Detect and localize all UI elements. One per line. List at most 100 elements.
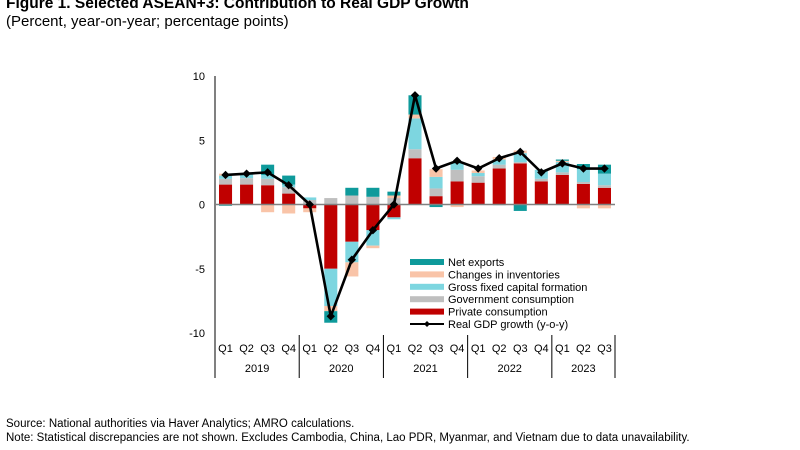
x-tick-label: Q2 xyxy=(239,343,254,355)
gdp-marker xyxy=(558,159,567,168)
gdp-marker xyxy=(284,181,293,190)
bar-segment-changes-in-inventories xyxy=(324,306,338,312)
gdp-marker xyxy=(221,170,230,180)
bar-segment-gross-fixed-capital-formation xyxy=(387,217,401,220)
legend-marker xyxy=(424,321,430,327)
legend-swatch xyxy=(410,296,444,303)
x-tick-label: Q4 xyxy=(450,343,465,355)
x-tick-label: Q1 xyxy=(302,343,317,355)
bar-segment-government-consumption xyxy=(429,188,443,197)
x-tick-label: Q4 xyxy=(281,343,296,355)
x-year-label: 2019 xyxy=(245,363,269,375)
gdp-marker xyxy=(263,168,272,177)
bar-segment-private-consumption xyxy=(471,182,485,205)
bar-segment-government-consumption xyxy=(345,195,359,205)
bar-segment-net-exports xyxy=(513,204,527,211)
bar-segment-changes-in-inventories xyxy=(261,204,275,213)
bar-segment-private-consumption xyxy=(282,193,296,205)
legend-label: Government consumption xyxy=(448,294,574,306)
bar-segment-changes-in-inventories xyxy=(576,204,590,209)
bar-segment-government-consumption xyxy=(261,178,275,186)
bar-segment-government-consumption xyxy=(366,196,380,205)
gdp-marker xyxy=(410,91,420,100)
x-tick-label: Q1 xyxy=(218,343,233,355)
y-tick-label: -10 xyxy=(189,328,205,340)
bar-segment-gross-fixed-capital-formation xyxy=(303,197,317,200)
bar-segment-private-consumption xyxy=(429,196,443,205)
legend-swatch xyxy=(410,259,444,265)
bar-segment-government-consumption xyxy=(240,178,254,185)
x-tick-label: Q4 xyxy=(534,343,549,355)
bar-segment-changes-in-inventories xyxy=(366,245,380,249)
bar-segment-net-exports xyxy=(366,187,380,197)
x-tick-label: Q3 xyxy=(260,343,275,355)
bar-segment-net-exports xyxy=(345,187,359,196)
legend-label: Real GDP growth (y-o-y) xyxy=(448,319,568,331)
gdp-marker xyxy=(452,156,462,166)
bar-segment-gross-fixed-capital-formation xyxy=(597,173,611,186)
x-tick-label: Q2 xyxy=(576,343,591,355)
legend-label: Gross fixed capital formation xyxy=(448,282,587,294)
bar-segment-government-consumption xyxy=(471,176,485,183)
x-tick-label: Q2 xyxy=(323,343,338,355)
legend-swatch xyxy=(410,308,444,315)
x-tick-label: Q1 xyxy=(555,343,570,355)
gdp-marker xyxy=(537,168,546,177)
bar-segment-government-consumption xyxy=(492,164,506,169)
gdp-marker xyxy=(495,154,504,163)
gdp-marker xyxy=(389,200,399,209)
x-tick-label: Q3 xyxy=(344,343,359,355)
y-tick-label: 10 xyxy=(193,71,205,83)
bar-segment-changes-in-inventories xyxy=(282,204,296,214)
figure-subtitle: (Percent, year-on-year; percentage point… xyxy=(6,13,289,30)
bar-segment-gross-fixed-capital-formation xyxy=(471,173,485,177)
bar-segment-government-consumption xyxy=(597,185,611,188)
bar-segment-private-consumption xyxy=(261,185,275,205)
bar-segment-government-consumption xyxy=(576,182,590,184)
bar-segment-gross-fixed-capital-formation xyxy=(408,118,422,150)
gdp-marker xyxy=(368,226,378,235)
bar-segment-gross-fixed-capital-formation xyxy=(450,163,464,170)
x-year-label: 2021 xyxy=(413,363,437,375)
gdp-marker xyxy=(600,164,609,173)
bar-segment-net-exports xyxy=(429,204,443,208)
gdp-marker xyxy=(579,164,588,173)
bar-segment-net-exports xyxy=(282,175,296,185)
bar-segment-private-consumption xyxy=(492,168,506,205)
x-tick-label: Q3 xyxy=(513,343,528,355)
legend-label: Net exports xyxy=(448,257,505,269)
x-tick-label: Q2 xyxy=(492,343,507,355)
bar-segment-private-consumption xyxy=(450,181,464,205)
footnote: Note: Statistical discrepancies are not … xyxy=(6,432,690,444)
bar-segment-government-consumption xyxy=(219,178,233,185)
bar-segment-changes-in-inventories xyxy=(387,195,401,199)
y-tick-label: 5 xyxy=(199,135,205,147)
y-tick-label: 0 xyxy=(199,200,205,212)
gdp-marker xyxy=(516,147,525,157)
bar-segment-gross-fixed-capital-formation xyxy=(513,153,527,163)
bar-segment-private-consumption xyxy=(576,183,590,205)
bar-segment-net-exports xyxy=(387,191,401,196)
x-year-label: 2023 xyxy=(571,363,595,375)
gdp-marker xyxy=(326,312,335,321)
y-axis-ticks: 10 5 0 -5 -10 xyxy=(189,71,205,340)
gdp-marker xyxy=(473,164,483,173)
bar-segment-private-consumption xyxy=(513,163,527,205)
x-year-label: 2020 xyxy=(329,363,353,375)
legend-label: Changes in inventories xyxy=(448,269,560,281)
bar-segment-gross-fixed-capital-formation xyxy=(261,174,275,179)
bar-segment-gross-fixed-capital-formation xyxy=(429,176,443,189)
bar-segment-government-consumption xyxy=(324,198,338,205)
bar-segment-private-consumption xyxy=(597,187,611,205)
bar-segment-private-consumption xyxy=(366,204,380,231)
bar-segment-private-consumption xyxy=(408,158,422,205)
bar-segment-changes-in-inventories xyxy=(450,204,464,208)
bar-segment-government-consumption xyxy=(450,169,464,182)
gdp-line-layer xyxy=(221,91,609,321)
bar-segment-changes-in-inventories xyxy=(408,114,422,119)
x-tick-label: Q2 xyxy=(408,343,423,355)
x-tick-label: Q4 xyxy=(366,343,381,355)
bar-segment-government-consumption xyxy=(408,149,422,159)
